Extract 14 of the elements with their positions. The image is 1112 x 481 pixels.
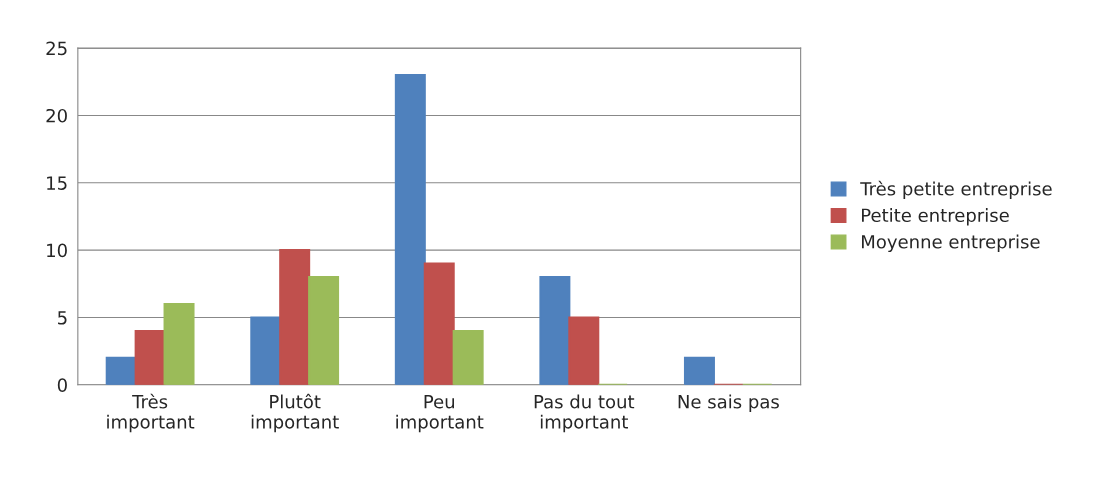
legend-label: Moyenne entreprise (862, 234, 1040, 253)
x-tick-label: Très important (107, 393, 195, 433)
x-tick-label: Pas du tout important (534, 394, 635, 433)
y-tick-label: 15 (47, 176, 67, 190)
y-tick-label: 10 (47, 243, 67, 258)
y-tick-label: 5 (58, 311, 67, 325)
y-tick-label: 20 (46, 108, 67, 123)
x-tick-label: Ne sais pas (678, 394, 779, 412)
y-tick-label: 25 (46, 41, 67, 56)
y-tick-label: 0 (57, 378, 67, 392)
legend-label: Petite entreprise (862, 208, 1009, 226)
legend-label: Très petite entreprise (860, 180, 1052, 200)
x-tick-label: Peu important (396, 395, 484, 433)
x-tick-label: Plutôt important (251, 393, 339, 433)
